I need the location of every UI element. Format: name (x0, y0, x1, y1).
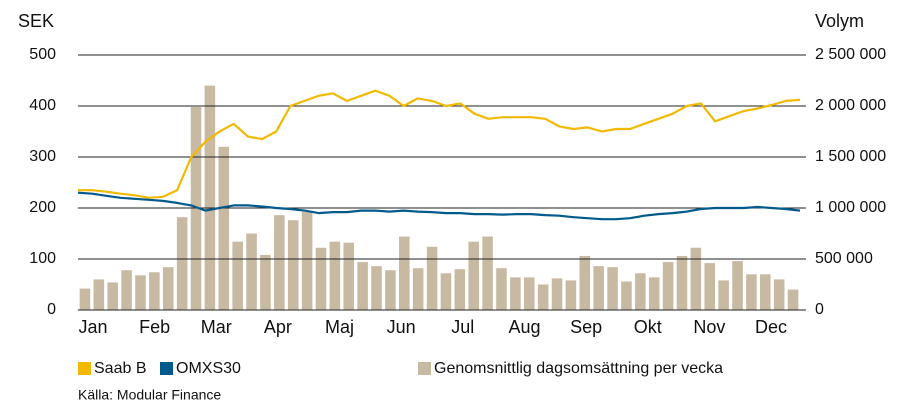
x-tick-label: Mar (201, 317, 232, 337)
y2-tick-label: 0 (815, 301, 824, 318)
bar (176, 217, 188, 310)
bar (162, 267, 174, 310)
y2-tick-label: 2 000 000 (815, 97, 886, 114)
y-tick-label: 300 (29, 148, 56, 165)
y-tick-label: 400 (29, 97, 56, 114)
bar (732, 261, 743, 310)
bar (773, 279, 785, 310)
y-axis-label: SEK (18, 11, 54, 31)
bar (246, 233, 257, 310)
bar (107, 282, 118, 310)
legend-label: Genomsnittlig dagsomsättning per vecka (434, 360, 723, 377)
x-tick-label: Nov (693, 317, 725, 337)
bar (121, 270, 132, 310)
bar (440, 273, 452, 310)
x-tick-label: Jul (451, 317, 474, 337)
bar (635, 273, 646, 310)
legend-swatch (78, 362, 91, 375)
bar (329, 241, 341, 310)
bar (468, 241, 479, 310)
bar (648, 277, 660, 310)
y-tick-label: 200 (29, 199, 56, 216)
bar (79, 288, 91, 310)
bar (287, 220, 299, 310)
bar (565, 280, 577, 310)
y-tick-label: 100 (29, 250, 56, 267)
bar (496, 268, 507, 310)
bar (760, 274, 771, 310)
bar (399, 236, 410, 310)
bar (149, 272, 160, 310)
legend-label: Saab B (94, 360, 146, 377)
bar (426, 246, 438, 310)
legend-swatch (418, 362, 431, 375)
bar (607, 267, 618, 310)
x-tick-label: Maj (325, 317, 354, 337)
x-tick-label: Dec (755, 317, 787, 337)
x-tick-label: Sep (570, 317, 602, 337)
y2-tick-label: 500 000 (815, 250, 873, 267)
source: Källa: Modular Finance (78, 387, 221, 403)
line (77, 191, 801, 221)
x-tick-label: Jun (387, 317, 416, 337)
x-tick-label: Okt (634, 317, 662, 337)
bar (787, 289, 799, 310)
x-tick-label: Aug (508, 317, 540, 337)
bar (676, 255, 688, 310)
bar (385, 270, 396, 310)
bar (204, 85, 216, 310)
bar (301, 212, 313, 310)
bar (579, 255, 591, 310)
bar (218, 146, 230, 310)
y2-axis-label: Volym (815, 11, 864, 31)
bar (135, 275, 146, 310)
bar (621, 281, 632, 310)
x-tick-label: Feb (139, 317, 170, 337)
line (78, 89, 801, 199)
bar (537, 284, 549, 310)
y2-tick-label: 2 500 000 (815, 46, 886, 63)
y-tick-label: 0 (47, 301, 56, 318)
bar (454, 269, 466, 310)
bar (704, 263, 716, 310)
bar (412, 268, 424, 310)
bar (690, 247, 702, 310)
bar (343, 242, 355, 310)
y-tick-label: 500 (29, 46, 56, 63)
bar (482, 236, 493, 310)
y2-tick-label: 1 000 000 (815, 199, 886, 216)
bar (662, 262, 674, 310)
bar (371, 266, 382, 310)
bar (551, 278, 563, 310)
legend-swatch (160, 362, 173, 375)
legend-label: OMXS30 (176, 360, 241, 377)
bar (190, 107, 202, 311)
bar (260, 254, 271, 310)
bar (357, 262, 368, 310)
bar (746, 274, 757, 310)
x-tick-label: Apr (264, 317, 292, 337)
x-tick-label: Jan (78, 317, 107, 337)
bar (93, 279, 105, 310)
bar (315, 247, 327, 310)
bar (593, 266, 604, 310)
bar (232, 241, 243, 310)
bar (718, 280, 729, 310)
bar (523, 277, 535, 310)
bar (274, 215, 285, 310)
y2-tick-label: 1 500 000 (815, 148, 886, 165)
bar (510, 277, 521, 310)
